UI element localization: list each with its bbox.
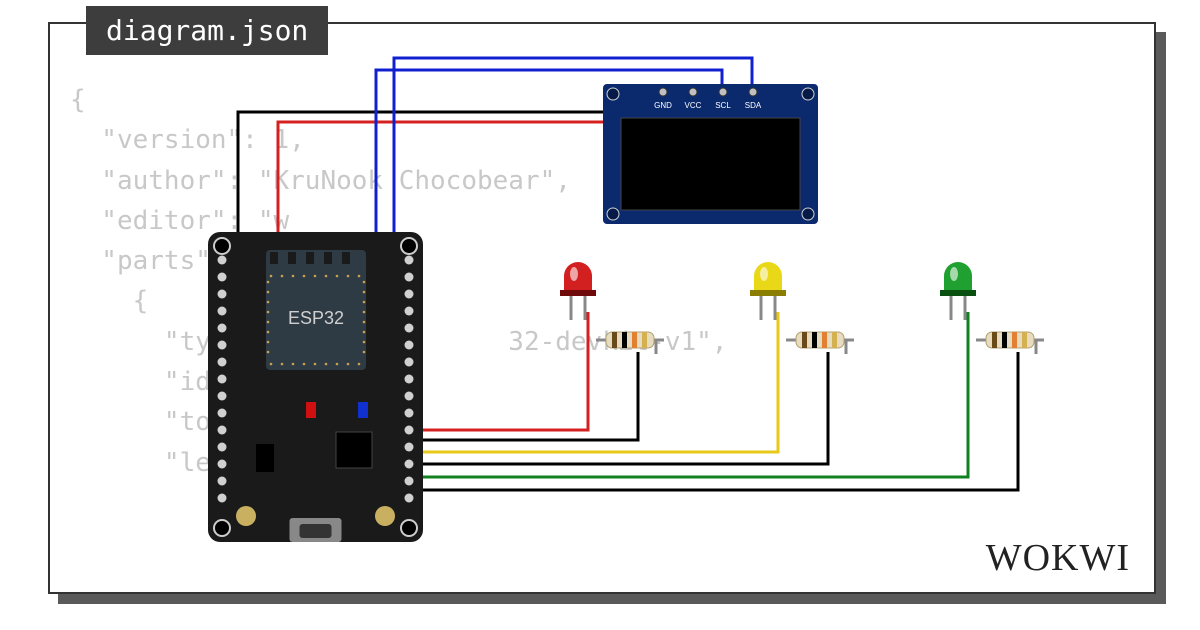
- wokwi-logo: WOKWI: [986, 536, 1130, 580]
- filename-tab: diagram.json: [86, 6, 328, 55]
- code-background: { "version": 1, "author": "KruNook Choco…: [70, 80, 1130, 580]
